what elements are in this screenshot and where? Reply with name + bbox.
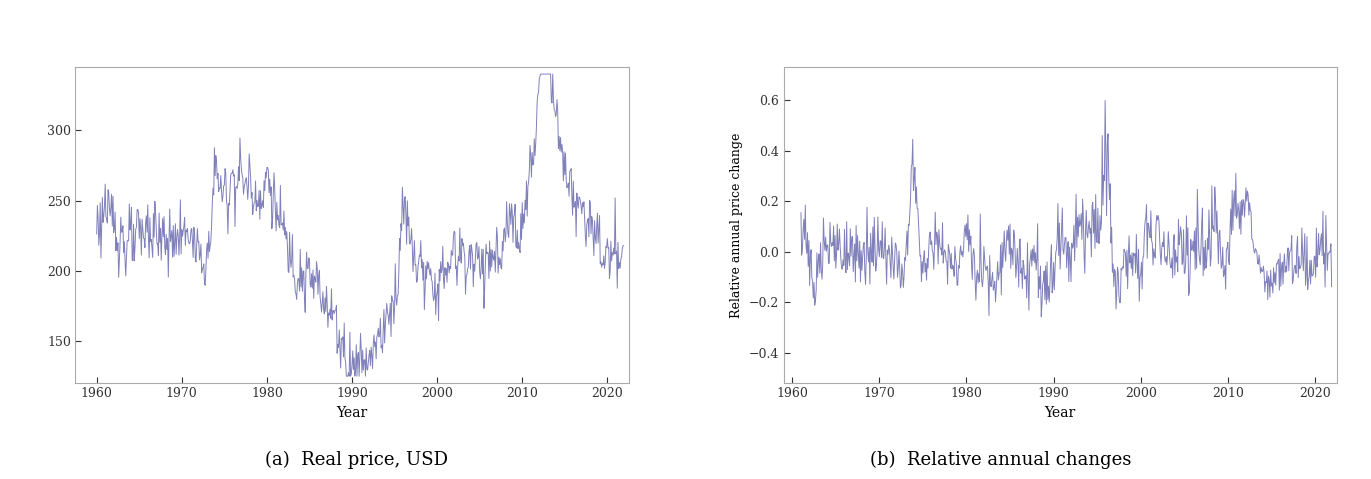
X-axis label: Year: Year	[336, 406, 367, 420]
X-axis label: Year: Year	[1045, 406, 1076, 420]
Text: (b)  Relative annual changes: (b) Relative annual changes	[871, 451, 1131, 469]
Text: (a)  Real price, USD: (a) Real price, USD	[265, 451, 448, 469]
Y-axis label: Relative annual price change: Relative annual price change	[731, 132, 743, 318]
